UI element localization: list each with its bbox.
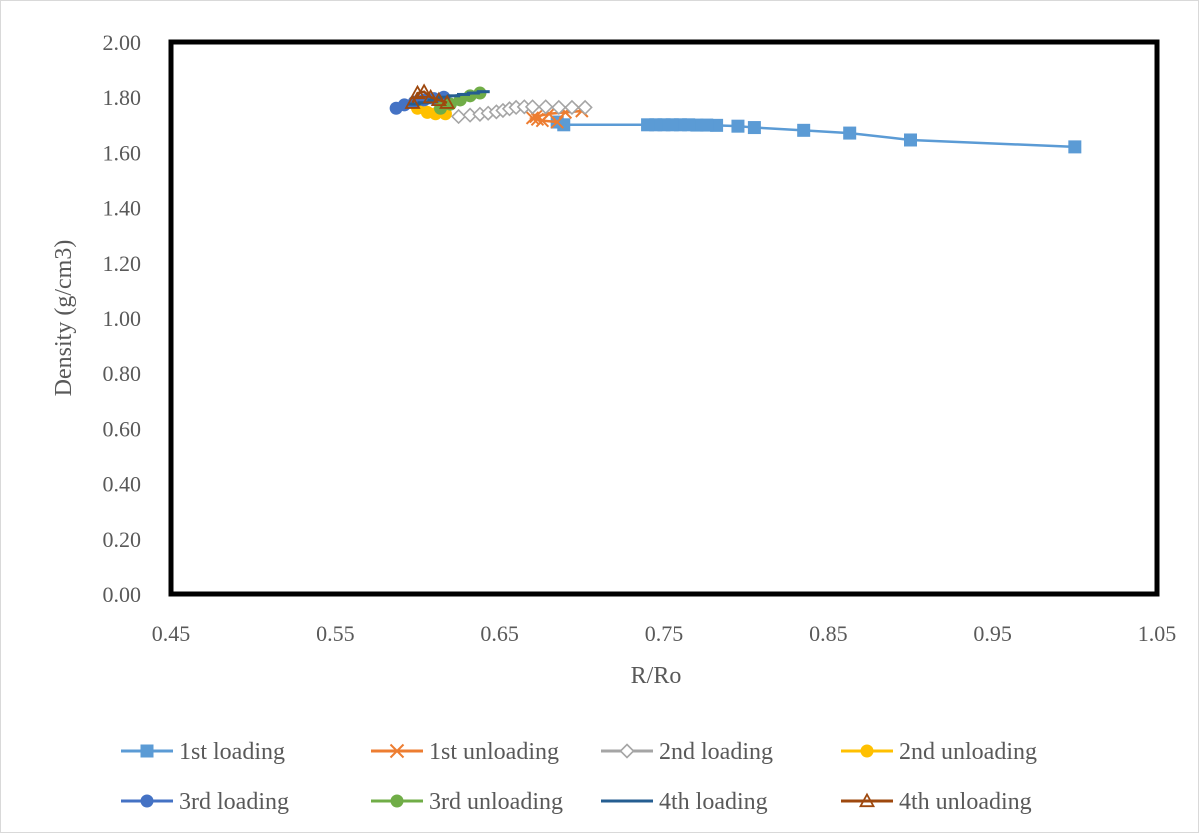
data-point [422,88,439,104]
legend-item: 1st unloading [371,739,559,765]
x-tick-label: 0.95 [973,621,1012,646]
legend: 1st loading 1st unloading 2nd loading 2nd u… [121,739,1037,815]
y-tick-label: 1.20 [103,251,142,276]
x-axis-ticks: 0.45 0.55 0.65 0.75 0.85 0.95 1.05 [152,621,1177,646]
x-axis-title: R/Ro [631,663,682,689]
data-point [524,99,541,115]
legend-label: 1st loading [179,739,285,765]
legend-label: 3rd unloading [429,789,563,815]
data-point [747,121,761,135]
data-point [731,119,745,133]
data-point [140,744,154,758]
data-point [416,83,433,98]
x-tick-label: 0.45 [152,621,191,646]
y-tick-label: 0.60 [103,416,142,441]
legend-item: 3rd unloading [371,789,563,815]
data-point [619,743,635,759]
legend-item: 2nd unloading [841,739,1037,765]
legend-label: 3rd loading [179,789,289,815]
series-layer [389,83,1082,154]
data-point [843,126,857,140]
y-tick-label: 1.80 [103,85,142,110]
data-point [710,118,724,132]
y-tick-label: 1.40 [103,196,142,221]
data-point [450,108,467,125]
legend-item: 4th unloading [841,789,1032,815]
data-point [904,133,917,147]
legend-label: 2nd unloading [899,739,1037,765]
data-point [858,792,876,808]
data-point [641,118,655,132]
x-tick-label: 0.75 [645,621,684,646]
data-point [538,99,554,115]
data-point [390,794,404,808]
y-tick-label: 0.20 [103,527,142,552]
x-tick-label: 1.05 [1138,621,1177,646]
y-tick-label: 0.40 [103,472,142,497]
data-point [564,99,580,116]
y-tick-label: 2.00 [103,30,142,55]
series-line [411,90,448,104]
data-point [439,94,456,109]
x-tick-label: 0.55 [316,621,355,646]
data-point [551,99,567,116]
series-2nd-loading [450,99,593,125]
data-point [389,743,405,759]
data-point [700,118,714,132]
legend-item: 4th loading [601,789,768,815]
y-tick-label: 1.60 [103,140,142,165]
legend-label: 4th loading [659,789,768,815]
plot-area [168,39,1160,597]
data-point [577,99,593,116]
data-point [140,794,154,808]
series-1st-loading [550,115,1082,154]
legend-item: 3rd loading [121,789,289,815]
legend-item: 2nd loading [601,739,773,765]
y-tick-label: 1.00 [103,306,142,331]
x-tick-label: 0.65 [480,621,519,646]
legend-label: 2nd loading [659,739,773,765]
data-point [860,744,874,758]
x-tick-label: 0.85 [809,621,848,646]
y-tick-label: 0.80 [103,361,142,386]
y-axis-ticks: 0.00 0.20 0.40 0.60 0.80 1.00 1.20 1.40 1.60 1.80… [103,30,142,607]
data-point [797,123,811,137]
data-point [1068,140,1082,154]
data-point [404,94,421,109]
y-tick-label: 0.00 [103,582,142,607]
data-point [430,91,447,107]
legend-label: 1st unloading [429,739,559,765]
legend-label: 4th unloading [899,789,1032,815]
data-point [525,111,540,125]
y-axis-title: Density (g/cm3) [51,240,77,397]
series-4th-unloading [404,83,456,109]
legend-item: 1st loading [121,739,285,765]
